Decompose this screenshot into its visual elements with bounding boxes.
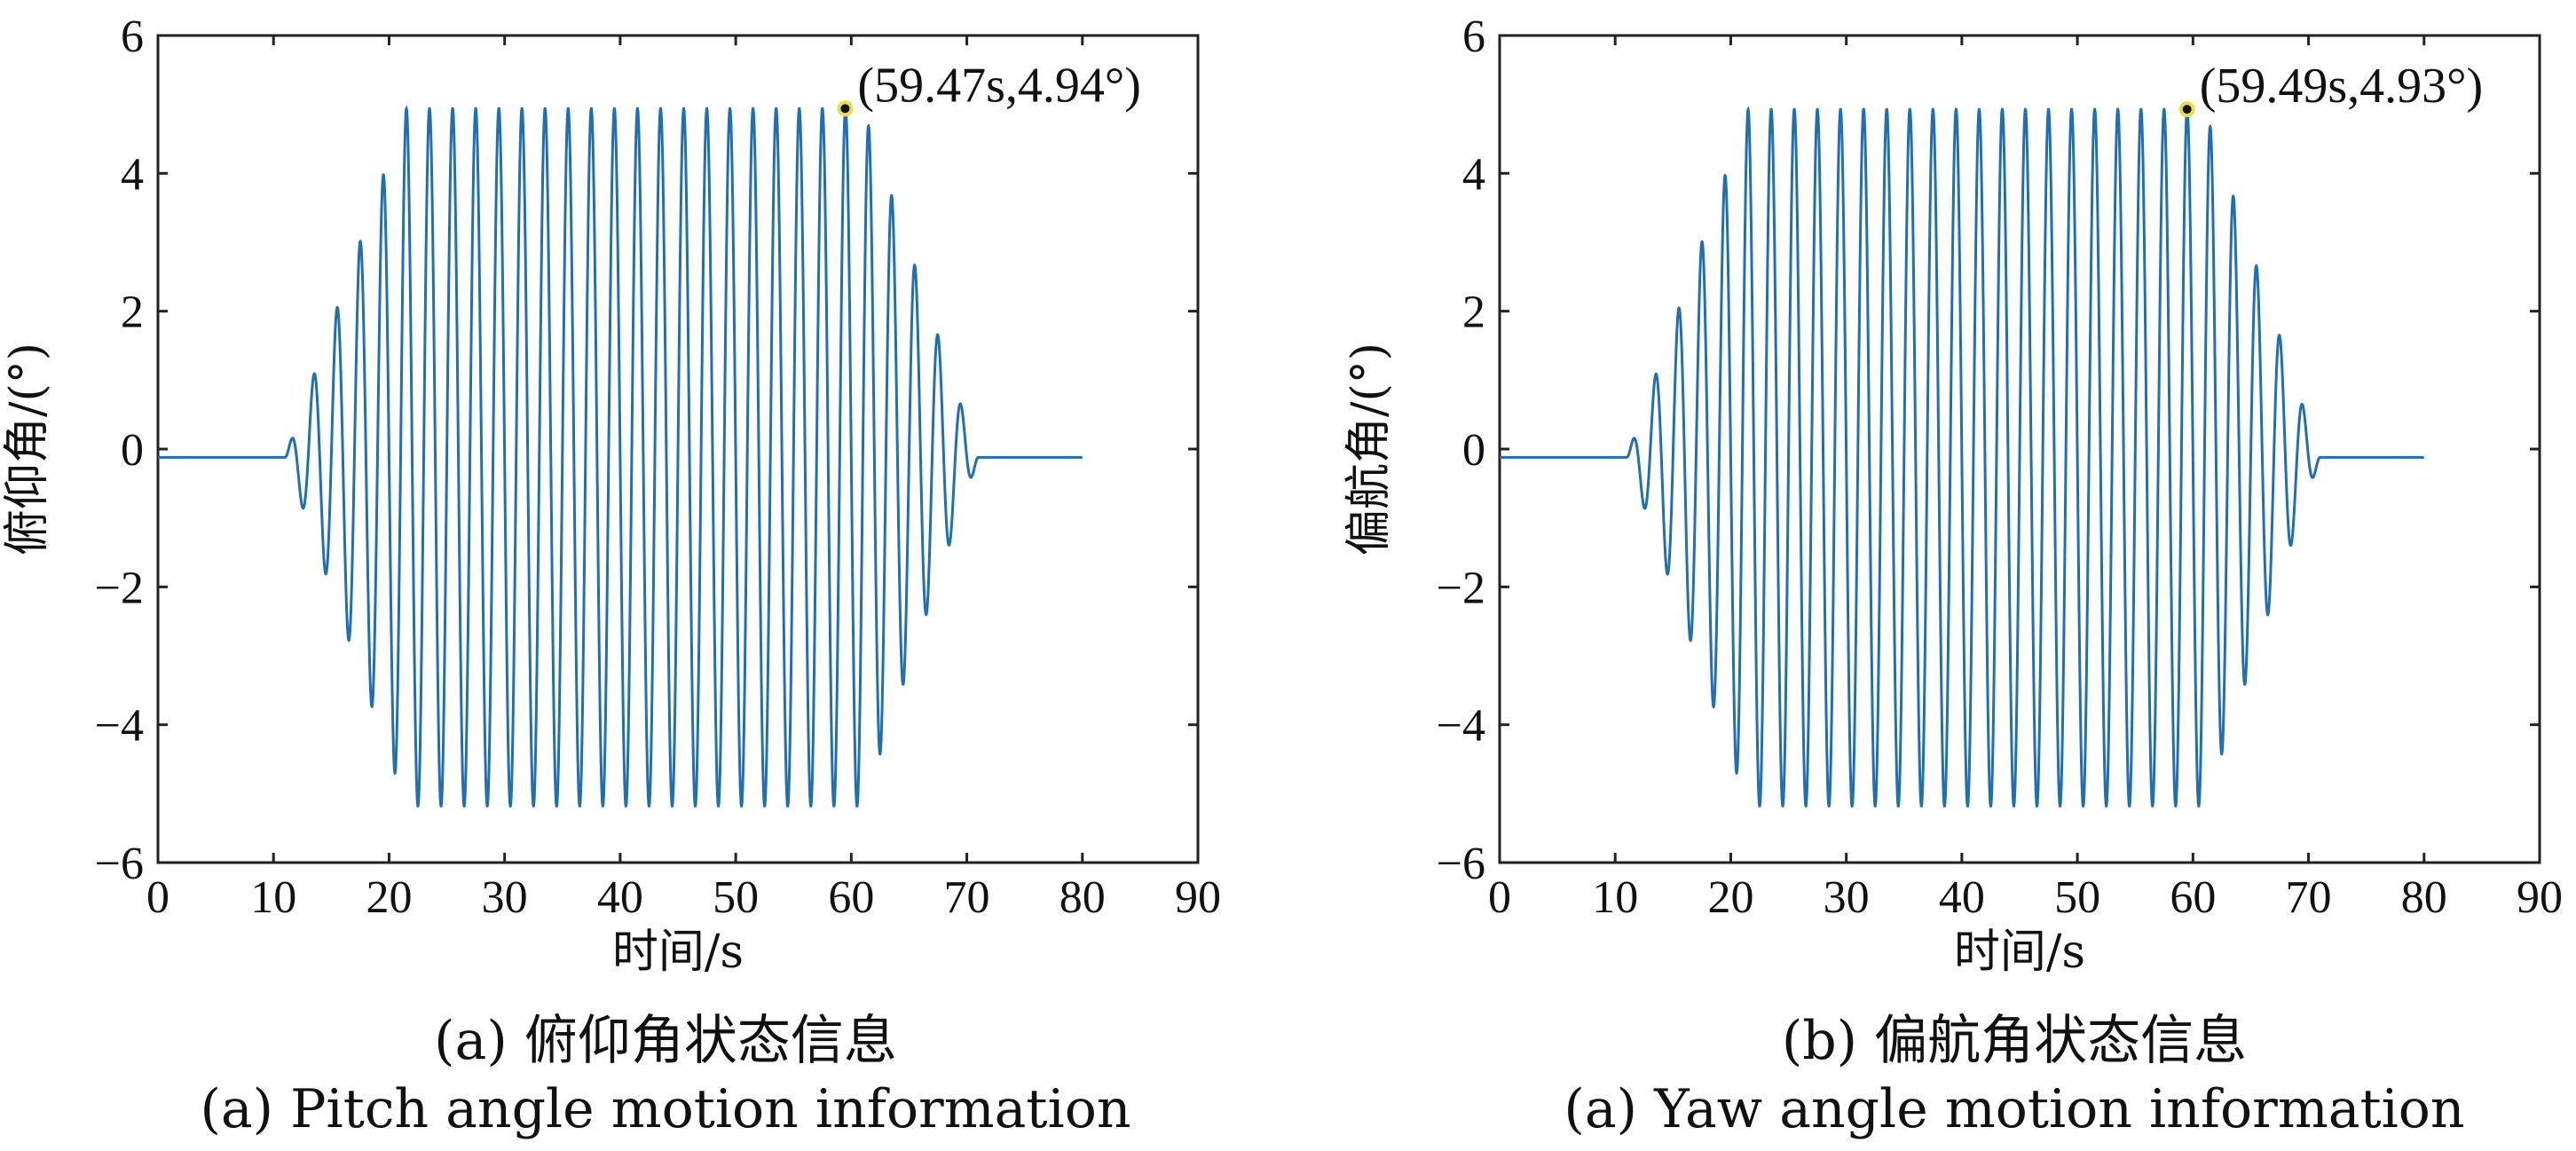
x-axis-label: 时间/s bbox=[612, 926, 744, 979]
caption-english: (a) Yaw angle motion information bbox=[1564, 1078, 2464, 1140]
y-tick-label: 2 bbox=[121, 288, 144, 338]
y-tick-label: 0 bbox=[1462, 425, 1485, 476]
y-tick-label: 4 bbox=[1462, 149, 1485, 200]
x-tick-label: 30 bbox=[1824, 872, 1870, 923]
x-tick-label: 20 bbox=[1707, 872, 1753, 923]
x-tick-label: 70 bbox=[2286, 872, 2332, 923]
y-axis-label: 偏航角/(°) bbox=[1343, 343, 1396, 556]
y-tick-label: 6 bbox=[1462, 12, 1485, 62]
x-tick-label: 80 bbox=[2401, 872, 2447, 923]
y-tick-label: −4 bbox=[1437, 701, 1485, 752]
y-tick-label: −4 bbox=[95, 701, 144, 752]
x-tick-label: 90 bbox=[2517, 872, 2563, 923]
caption-chinese: (b) 偏航角状态信息 bbox=[1782, 1010, 2247, 1072]
y-tick-label: −6 bbox=[1437, 839, 1485, 889]
caption-english: (a) Pitch angle motion information bbox=[201, 1078, 1131, 1140]
x-tick-label: 0 bbox=[146, 872, 169, 923]
x-tick-label: 80 bbox=[1060, 872, 1106, 923]
y-tick-label: 4 bbox=[121, 149, 144, 200]
series-line bbox=[1500, 106, 2424, 808]
series-line bbox=[158, 105, 1083, 808]
x-axis-label: 时间/s bbox=[1954, 926, 2085, 979]
y-tick-label: 6 bbox=[121, 12, 144, 62]
x-tick-label: 50 bbox=[713, 872, 759, 923]
y-tick-label: 2 bbox=[1462, 288, 1485, 338]
y-tick-label: −6 bbox=[95, 839, 144, 889]
chart-panel-yaw: 0 10 20 30 40 50 60 70 80 906420−2−4−6时间/s偏航角/(°)… bbox=[1343, 12, 2563, 1140]
x-tick-label: 30 bbox=[482, 872, 528, 923]
x-tick-label: 40 bbox=[597, 872, 643, 923]
x-tick-label: 20 bbox=[366, 872, 412, 923]
x-tick-label: 40 bbox=[1939, 872, 1985, 923]
y-tick-label: 0 bbox=[121, 425, 144, 476]
y-axis-label: 俯仰角/(°) bbox=[1, 343, 54, 556]
peak-annotation: (59.49s,4.93°) bbox=[2200, 59, 2483, 114]
y-tick-label: −2 bbox=[1437, 563, 1485, 613]
peak-marker bbox=[2182, 105, 2192, 114]
x-tick-label: 10 bbox=[1592, 872, 1638, 923]
chart-panel-pitch: 0 10 20 30 40 50 60 70 80 906420−2−4−6时间/s俯仰角/(°)… bbox=[1, 12, 1221, 1140]
x-tick-label: 90 bbox=[1175, 872, 1221, 923]
x-tick-label: 10 bbox=[250, 872, 296, 923]
y-tick-label: −2 bbox=[95, 563, 144, 613]
x-tick-label: 50 bbox=[2054, 872, 2100, 923]
x-tick-label: 60 bbox=[828, 872, 874, 923]
x-tick-label: 0 bbox=[1488, 872, 1511, 923]
peak-annotation: (59.47s,4.94°) bbox=[857, 58, 1140, 113]
peak-marker bbox=[840, 104, 850, 114]
caption-chinese: (a) 俯仰角状态信息 bbox=[434, 1010, 897, 1072]
x-tick-label: 60 bbox=[2170, 872, 2216, 923]
x-tick-label: 70 bbox=[944, 872, 990, 923]
